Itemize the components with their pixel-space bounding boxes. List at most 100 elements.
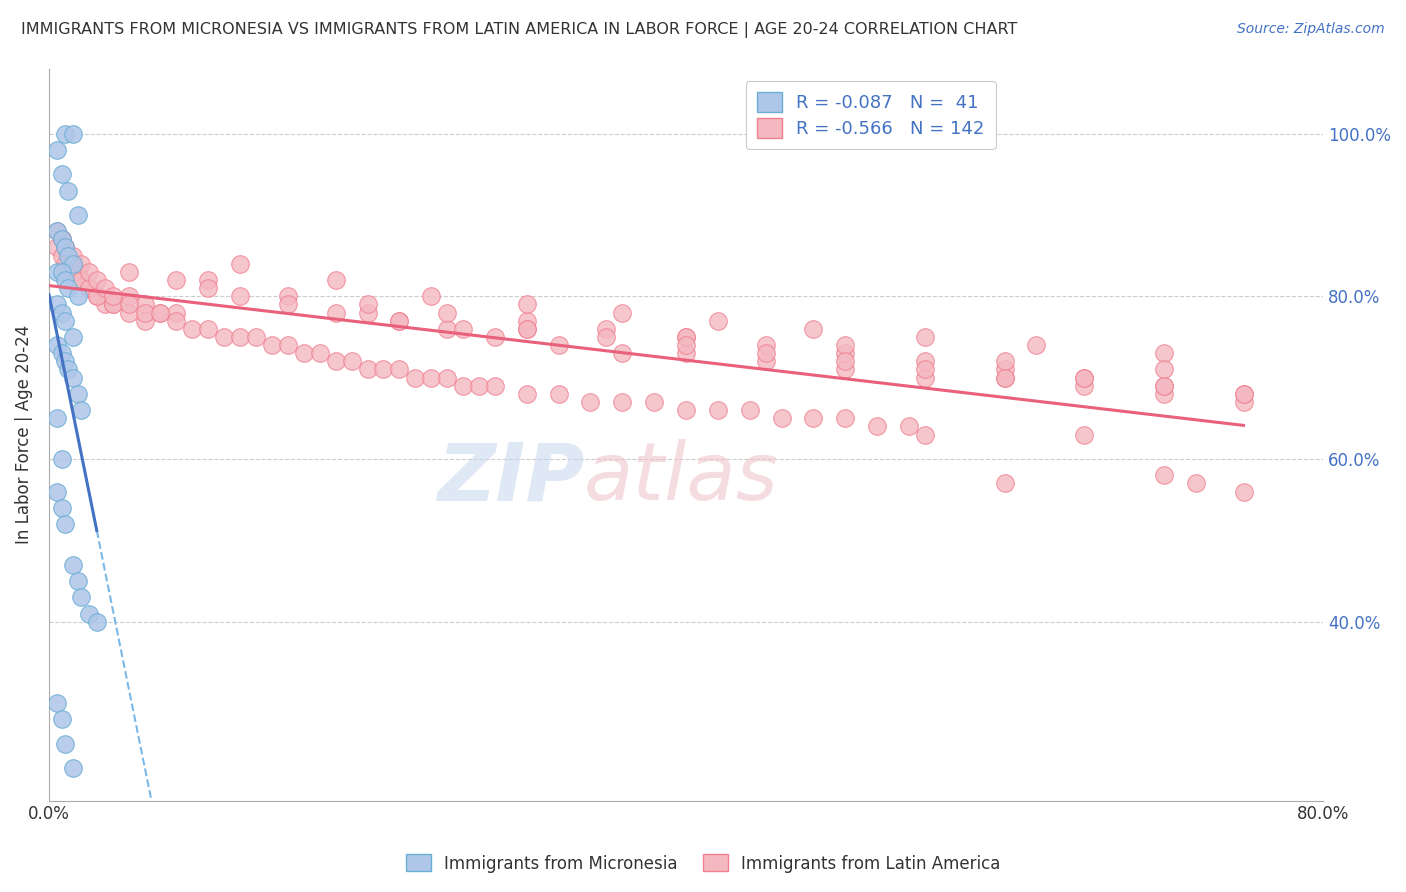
Point [547, 338, 569, 352]
Point [86, 289, 108, 303]
Point [404, 370, 426, 384]
Point [770, 411, 793, 425]
Point [1073, 370, 1095, 384]
Point [51, 249, 73, 263]
Point [53, 516, 76, 531]
Point [149, 305, 172, 319]
Point [134, 297, 156, 311]
Point [45, 484, 67, 499]
Point [675, 330, 697, 344]
Point [117, 265, 139, 279]
Point [325, 305, 347, 319]
Point [468, 378, 491, 392]
Point [1232, 387, 1254, 401]
Point [1153, 387, 1175, 401]
Point [994, 362, 1017, 376]
Point [45, 297, 67, 311]
Point [62, 257, 84, 271]
Point [117, 289, 139, 303]
Point [51, 232, 73, 246]
Point [101, 297, 124, 311]
Point [45, 338, 67, 352]
Point [62, 265, 84, 279]
Point [62, 330, 84, 344]
Point [436, 322, 458, 336]
Point [229, 330, 252, 344]
Point [51, 712, 73, 726]
Point [51, 167, 73, 181]
Y-axis label: In Labor Force | Age 20-24: In Labor Force | Age 20-24 [15, 325, 32, 544]
Point [229, 257, 252, 271]
Point [165, 314, 187, 328]
Point [1184, 476, 1206, 491]
Point [994, 370, 1017, 384]
Point [66, 574, 89, 588]
Point [420, 289, 443, 303]
Point [53, 240, 76, 254]
Point [69, 273, 91, 287]
Point [612, 346, 634, 360]
Point [62, 761, 84, 775]
Point [45, 143, 67, 157]
Point [149, 305, 172, 319]
Point [77, 607, 100, 621]
Point [45, 224, 67, 238]
Point [229, 289, 252, 303]
Point [866, 419, 889, 434]
Point [308, 346, 330, 360]
Text: ZIP: ZIP [437, 440, 583, 517]
Point [516, 387, 538, 401]
Point [1232, 387, 1254, 401]
Point [101, 289, 124, 303]
Point [134, 305, 156, 319]
Point [755, 338, 778, 352]
Point [643, 395, 665, 409]
Point [595, 330, 617, 344]
Point [56, 249, 79, 263]
Point [707, 403, 730, 417]
Point [53, 314, 76, 328]
Point [675, 403, 697, 417]
Point [914, 354, 936, 368]
Point [56, 362, 79, 376]
Point [51, 500, 73, 515]
Point [77, 281, 100, 295]
Point [245, 330, 267, 344]
Point [45, 265, 67, 279]
Point [45, 224, 67, 238]
Point [56, 249, 79, 263]
Point [325, 354, 347, 368]
Point [516, 314, 538, 328]
Point [1153, 346, 1175, 360]
Point [93, 281, 115, 295]
Point [45, 240, 67, 254]
Point [595, 322, 617, 336]
Point [45, 696, 67, 710]
Point [197, 273, 219, 287]
Point [914, 330, 936, 344]
Point [834, 338, 856, 352]
Point [356, 362, 378, 376]
Point [66, 289, 89, 303]
Point [53, 273, 76, 287]
Point [197, 281, 219, 295]
Point [51, 452, 73, 467]
Point [77, 281, 100, 295]
Point [755, 346, 778, 360]
Point [86, 273, 108, 287]
Point [707, 314, 730, 328]
Point [53, 240, 76, 254]
Point [134, 314, 156, 328]
Point [1073, 427, 1095, 442]
Point [898, 419, 921, 434]
Point [117, 297, 139, 311]
Point [86, 615, 108, 629]
Point [1073, 378, 1095, 392]
Point [62, 249, 84, 263]
Point [56, 281, 79, 295]
Point [994, 476, 1017, 491]
Point [212, 330, 235, 344]
Point [373, 362, 395, 376]
Point [356, 305, 378, 319]
Point [1153, 362, 1175, 376]
